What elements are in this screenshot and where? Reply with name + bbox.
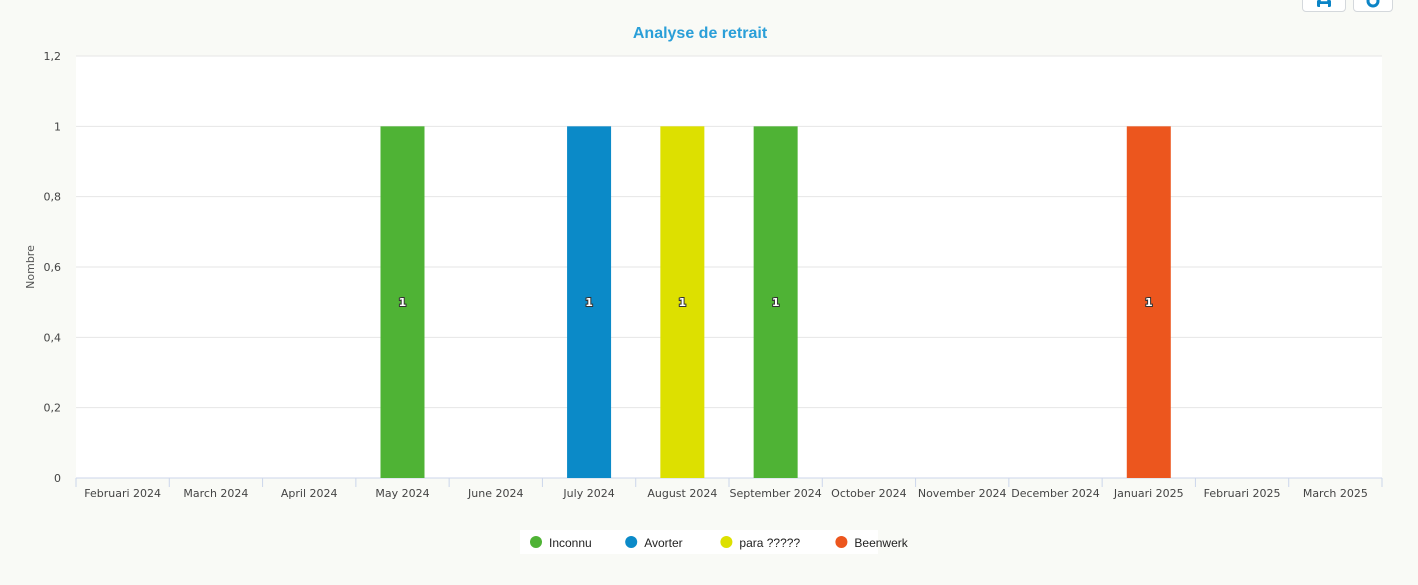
x-tick-label: November 2024 — [918, 487, 1007, 500]
bar-data-label: 1 — [585, 296, 593, 309]
y-tick-label: 0,2 — [44, 402, 62, 415]
x-tick-label: March 2025 — [1303, 487, 1368, 500]
legend-item-label[interactable]: Inconnu — [549, 536, 592, 550]
y-tick-label: 1 — [54, 120, 61, 133]
bar-data-label: 1 — [772, 296, 780, 309]
legend-item-label[interactable]: Avorter — [644, 536, 682, 550]
x-tick-label: December 2024 — [1011, 487, 1100, 500]
bar-data-label: 1 — [399, 296, 407, 309]
y-tick-label: 1,2 — [44, 50, 62, 63]
print-button[interactable] — [1302, 0, 1346, 12]
x-tick-label: Februari 2024 — [84, 487, 161, 500]
bar[interactable] — [1126, 126, 1171, 478]
printer-icon — [1315, 0, 1333, 8]
x-tick-label: April 2024 — [281, 487, 338, 500]
chart-menu-button[interactable] — [1353, 0, 1393, 12]
x-tick-label: July 2024 — [562, 487, 614, 500]
legend: Inconnu Avorter para ????? Beenwerk — [520, 530, 909, 554]
bar[interactable] — [380, 126, 425, 478]
legend-marker[interactable] — [720, 536, 733, 548]
bar-data-label: 1 — [1145, 296, 1153, 309]
legend-item-label[interactable]: para ????? — [739, 536, 800, 550]
x-tick-label: September 2024 — [729, 487, 821, 500]
x-tick-label: May 2024 — [375, 487, 429, 500]
legend-item-label[interactable]: Beenwerk — [854, 536, 908, 550]
menu-icon — [1366, 0, 1380, 8]
y-tick-label: 0,4 — [44, 331, 62, 344]
y-tick-label: 0,8 — [44, 191, 62, 204]
x-tick-label: June 2024 — [467, 487, 523, 500]
x-tick-label: October 2024 — [831, 487, 907, 500]
x-tick-label: March 2024 — [183, 487, 248, 500]
legend-box — [520, 530, 878, 554]
bar[interactable] — [660, 126, 705, 478]
bar[interactable] — [567, 126, 612, 478]
y-tick-label: 0 — [54, 472, 61, 485]
legend-marker[interactable] — [530, 536, 542, 548]
legend-marker[interactable] — [625, 536, 638, 548]
legend-marker[interactable] — [835, 536, 848, 548]
bar[interactable] — [753, 126, 798, 478]
bar-data-label: 1 — [679, 296, 687, 309]
x-tick-label: Januari 2025 — [1113, 487, 1184, 500]
x-tick-label: August 2024 — [647, 487, 717, 500]
x-tick-label: Februari 2025 — [1204, 487, 1281, 500]
y-tick-label: 0,6 — [44, 261, 62, 274]
chart-title: Analyse de retrait — [633, 25, 768, 42]
y-axis-title: Nombre — [24, 245, 37, 289]
